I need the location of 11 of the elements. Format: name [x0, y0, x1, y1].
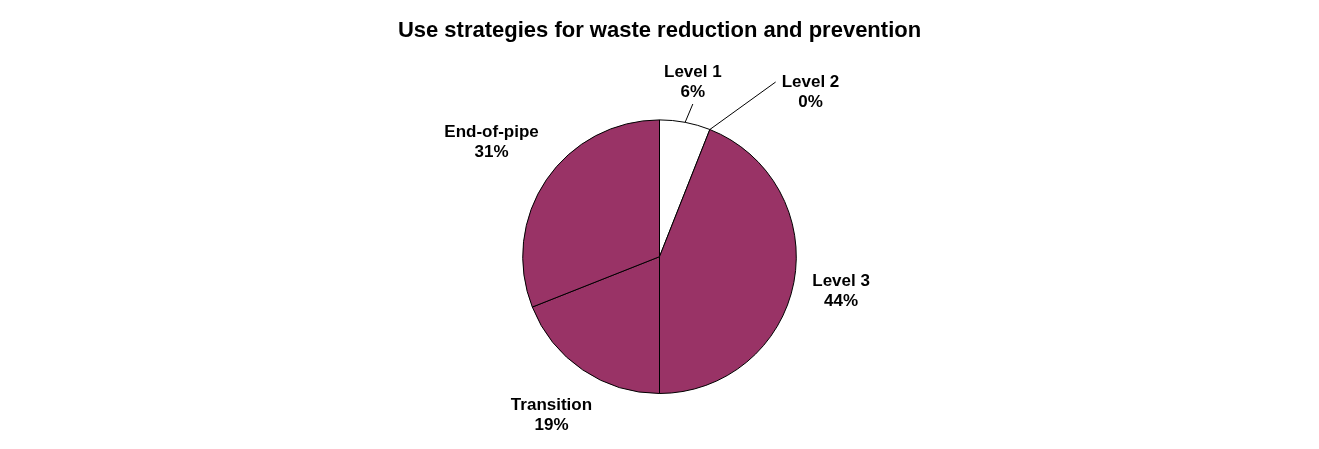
chart-title: Use strategies for waste reduction and prevention — [397, 17, 922, 43]
slice-label: Transition — [510, 395, 593, 415]
data-label: 31% — [474, 142, 509, 162]
data-label: 6% — [680, 81, 706, 101]
text: 0% — [798, 91, 823, 111]
category-label: Level 2 — [781, 71, 840, 91]
slice-label: Level 1 — [664, 61, 722, 81]
data-label: 44% — [824, 291, 859, 311]
slice-label: End-of-pipe — [444, 122, 539, 142]
data-label: 19% — [534, 415, 569, 435]
slice-label: Level 3 — [812, 271, 870, 291]
